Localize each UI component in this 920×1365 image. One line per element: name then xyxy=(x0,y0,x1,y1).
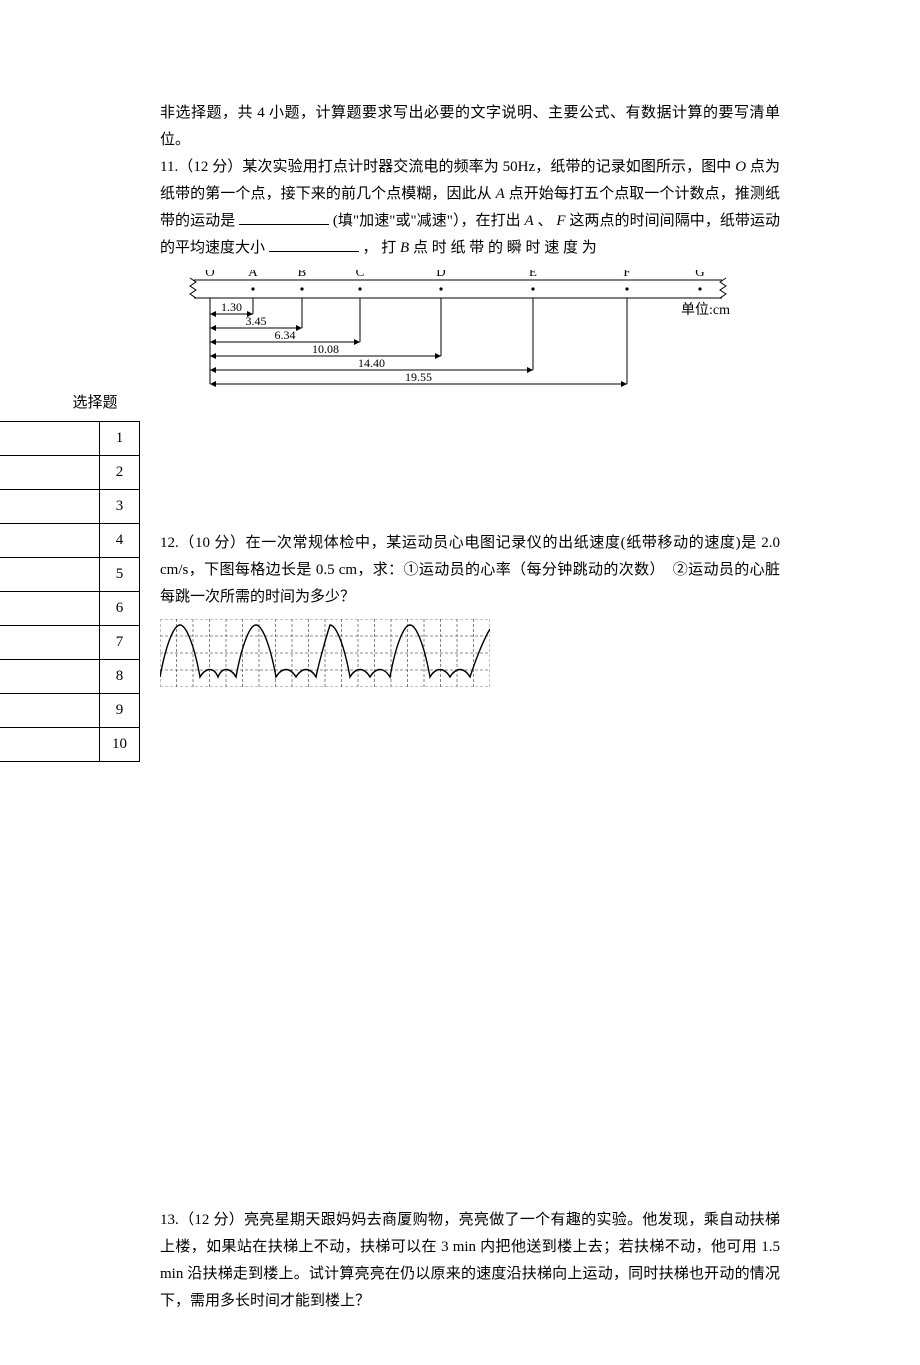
q12-block: 12.（10 分）在一次常规体检中，某运动员心电图记录仪的出纸速度(纸带移动的速… xyxy=(160,530,780,687)
svg-text:B: B xyxy=(298,270,307,279)
answer-num: 5 xyxy=(100,558,140,592)
svg-text:3.45: 3.45 xyxy=(246,314,267,328)
q11-O: O xyxy=(735,159,746,175)
answer-cell[interactable] xyxy=(0,626,100,660)
answer-cell[interactable] xyxy=(0,558,100,592)
svg-text:A: A xyxy=(248,270,258,279)
tape-diagram: O A B C D E F G 1.30 3.45 6.34 10.08 14.40 19.55 单位:c… xyxy=(180,270,740,400)
answer-cell[interactable] xyxy=(0,490,100,524)
svg-text:19.55: 19.55 xyxy=(405,370,432,384)
svg-text:1.30: 1.30 xyxy=(221,300,242,314)
answer-cell[interactable] xyxy=(0,592,100,626)
intro-text: 非选择题，共 4 小题，计算题要求写出必要的文字说明、主要公式、有数据计算的要写… xyxy=(160,100,780,154)
q11-mid5: ， 打 xyxy=(363,240,401,256)
q11-F: F xyxy=(556,213,565,229)
answer-num: 7 xyxy=(100,626,140,660)
q11-mid6: 点 时 纸 带 的 瞬 时 速 度 为 xyxy=(413,240,597,256)
q11-B: B xyxy=(400,240,409,256)
answer-num: 9 xyxy=(100,694,140,728)
tape-svg: O A B C D E F G 1.30 3.45 6.34 10.08 14.40 19.55 xyxy=(180,270,740,400)
q13-text: 13.（12 分）亮亮星期天跟妈妈去商厦购物，亮亮做了一个有趣的实验。他发现，乘… xyxy=(160,1207,780,1315)
ecg-diagram xyxy=(160,619,780,687)
answer-num: 1 xyxy=(100,422,140,456)
answer-num: 8 xyxy=(100,660,140,694)
q11-text: 11.（12 分）某次实验用打点计时器交流电的频率为 50Hz，纸带的记录如图所… xyxy=(160,154,780,262)
answer-grid-table: 1 2 3 4 5 6 7 8 9 10 xyxy=(0,421,140,762)
svg-text:6.34: 6.34 xyxy=(275,328,296,342)
q11-blank2[interactable] xyxy=(269,237,359,252)
ecg-svg xyxy=(160,619,490,687)
svg-text:G: G xyxy=(695,270,704,279)
answer-cell[interactable] xyxy=(0,422,100,456)
q11-fill1-hint: (填"加速"或"减速"），在打出 xyxy=(333,213,525,229)
answer-cell[interactable] xyxy=(0,660,100,694)
answer-grid-block: 选择题 1 2 3 4 5 6 7 8 9 10 xyxy=(0,390,140,762)
q13-block: 13.（12 分）亮亮星期天跟妈妈去商厦购物，亮亮做了一个有趣的实验。他发现，乘… xyxy=(160,1207,780,1315)
q11-A: A xyxy=(496,186,505,202)
svg-text:C: C xyxy=(356,270,365,279)
answer-cell[interactable] xyxy=(0,524,100,558)
svg-text:14.40: 14.40 xyxy=(358,356,385,370)
answer-num: 2 xyxy=(100,456,140,490)
svg-text:F: F xyxy=(623,270,630,279)
answer-num: 10 xyxy=(100,728,140,762)
main-column: 非选择题，共 4 小题，计算题要求写出必要的文字说明、主要公式、有数据计算的要写… xyxy=(160,100,780,1315)
answer-cell[interactable] xyxy=(0,694,100,728)
q11-mid3: 、 xyxy=(538,213,553,229)
q11-blank1[interactable] xyxy=(239,210,329,225)
answer-num: 6 xyxy=(100,592,140,626)
answer-num: 4 xyxy=(100,524,140,558)
answer-cell[interactable] xyxy=(0,728,100,762)
q12-text: 12.（10 分）在一次常规体检中，某运动员心电图记录仪的出纸速度(纸带移动的速… xyxy=(160,530,780,611)
svg-text:10.08: 10.08 xyxy=(312,342,339,356)
tape-unit: 单位:cm xyxy=(681,298,730,323)
svg-text:E: E xyxy=(529,270,537,279)
answer-grid-title: 选择题 xyxy=(0,390,140,417)
q11-A2: A xyxy=(525,213,534,229)
answer-num: 3 xyxy=(100,490,140,524)
answer-cell[interactable] xyxy=(0,456,100,490)
svg-text:O: O xyxy=(205,270,214,279)
q11-prefix: 11.（12 分）某次实验用打点计时器交流电的频率为 50Hz，纸带的记录如图所… xyxy=(160,159,731,175)
svg-text:D: D xyxy=(436,270,445,279)
